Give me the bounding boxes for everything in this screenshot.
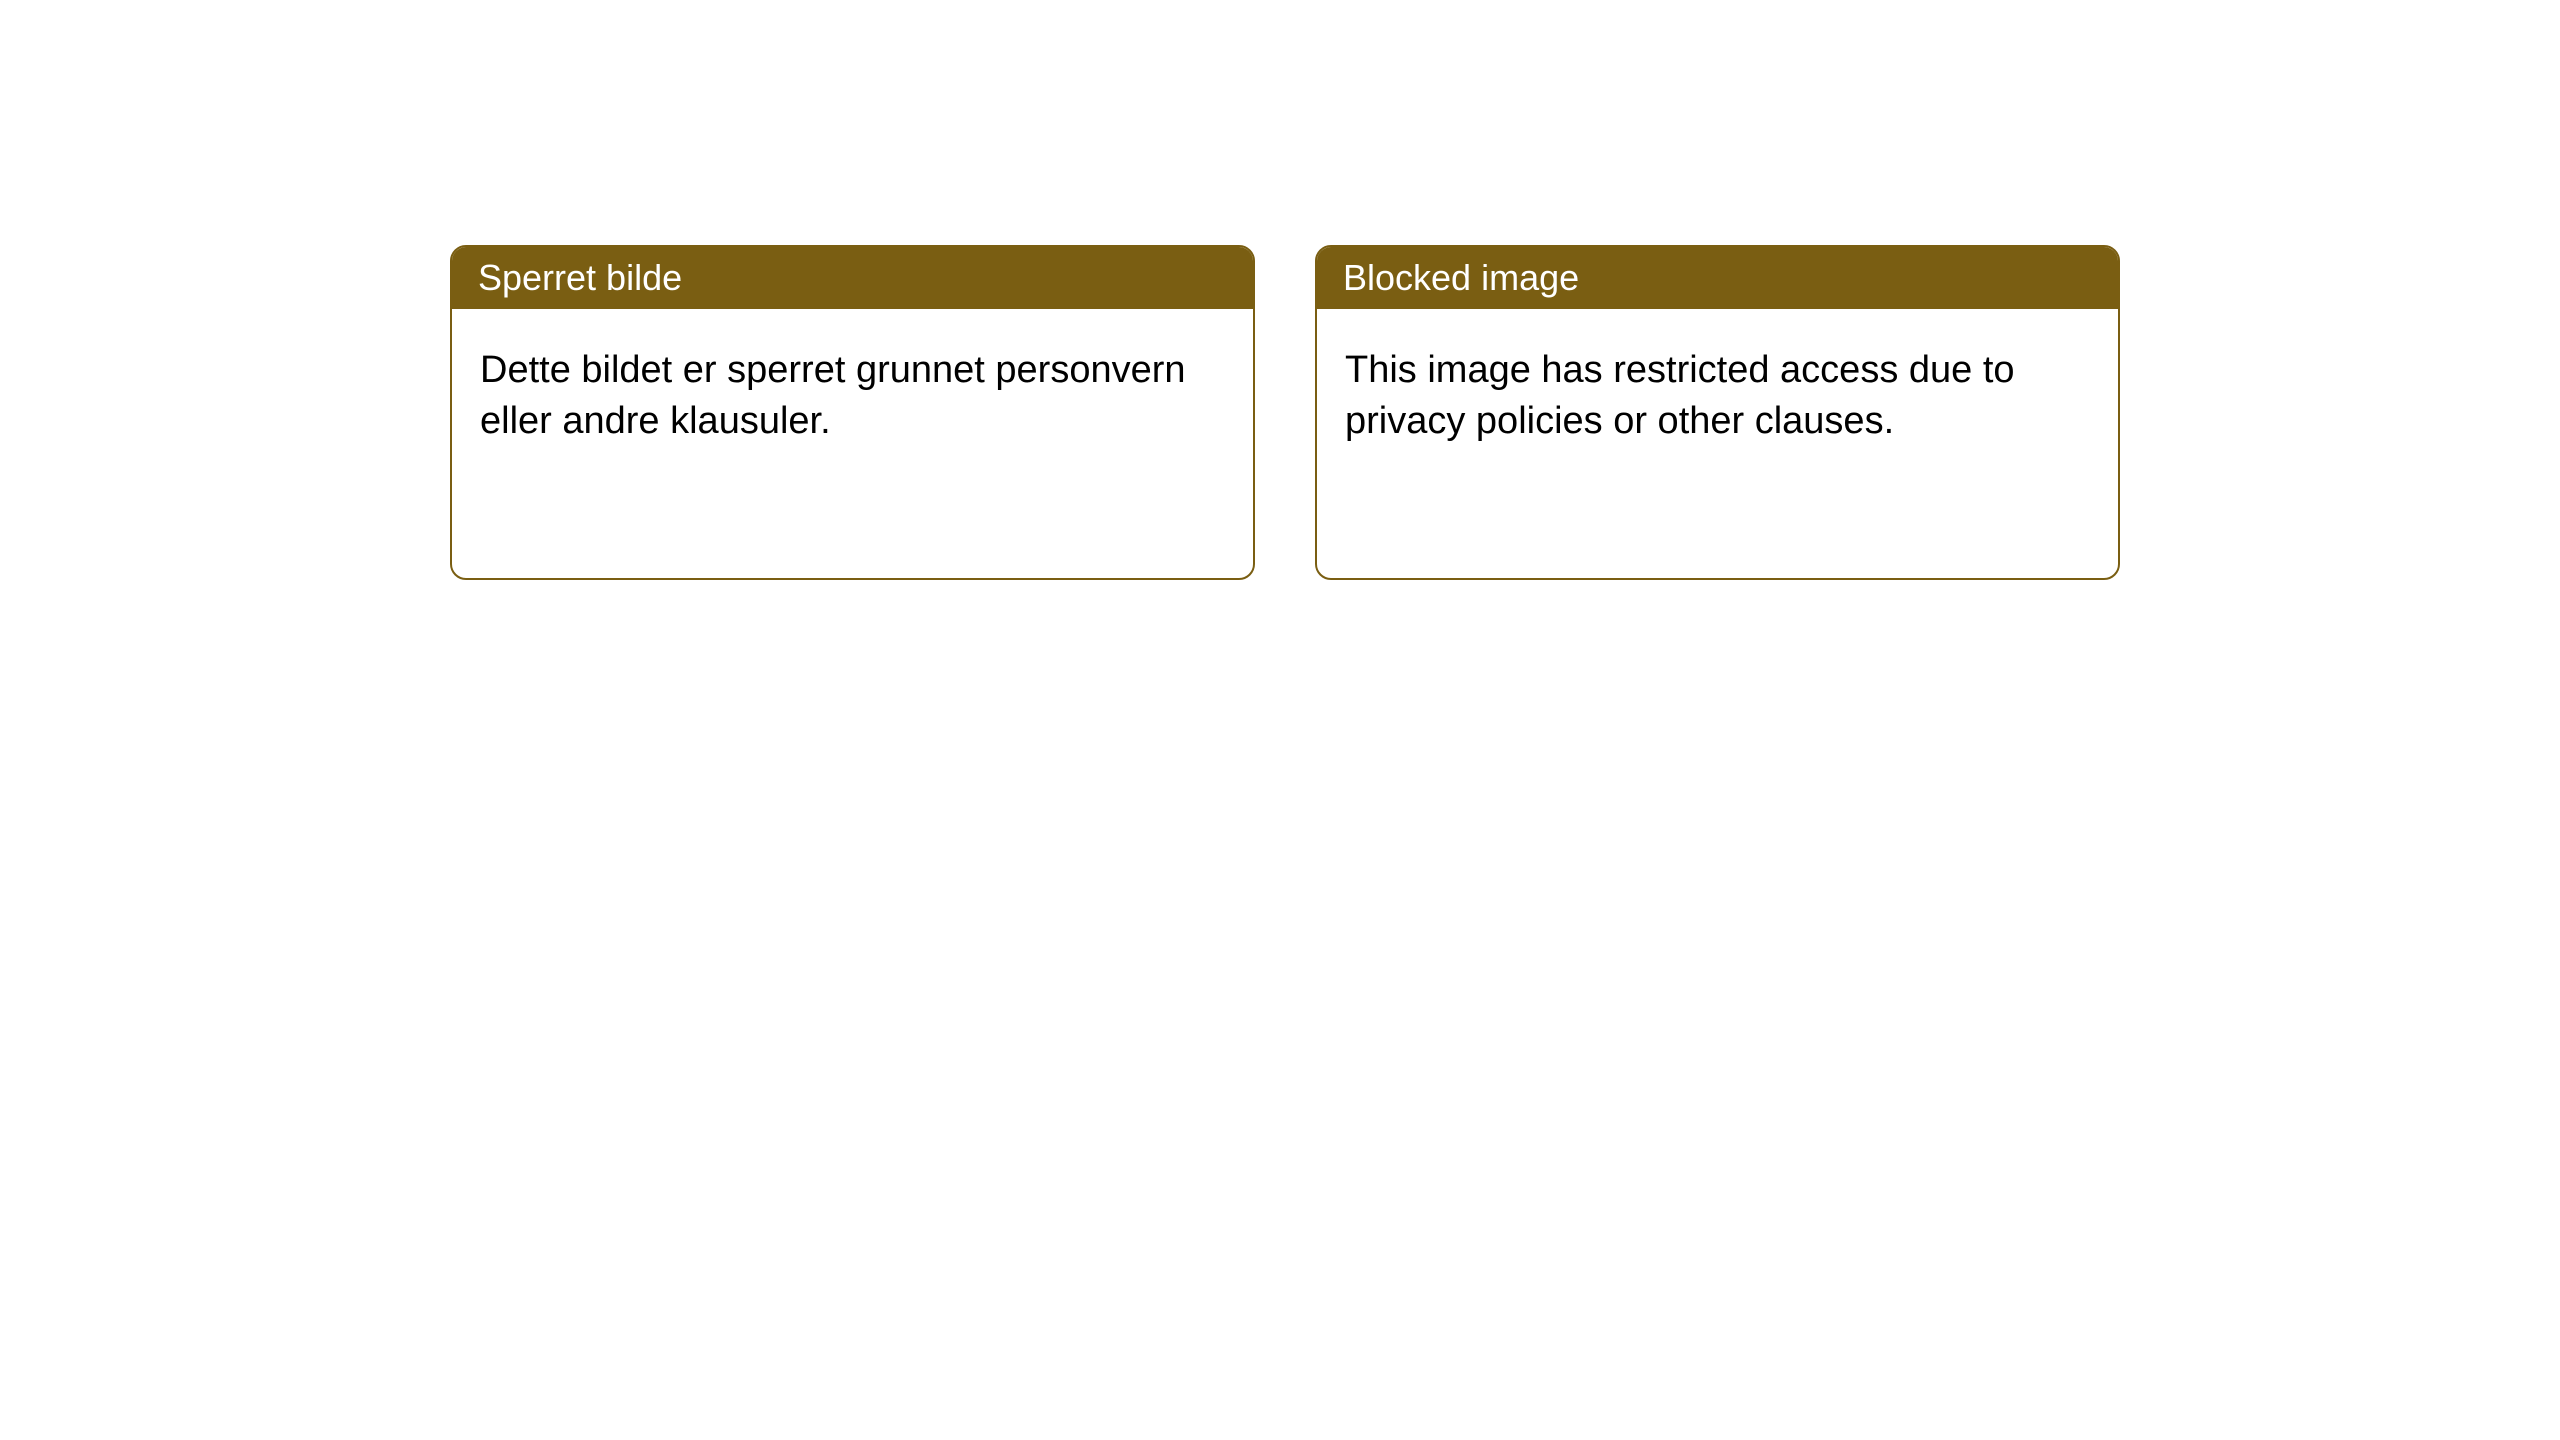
notice-container: Sperret bilde Dette bildet er sperret gr…	[0, 0, 2560, 580]
notice-card-norwegian: Sperret bilde Dette bildet er sperret gr…	[450, 245, 1255, 580]
notice-card-english: Blocked image This image has restricted …	[1315, 245, 2120, 580]
notice-title: Sperret bilde	[478, 257, 682, 298]
notice-body: This image has restricted access due to …	[1317, 309, 2118, 484]
notice-header: Blocked image	[1317, 247, 2118, 309]
notice-title: Blocked image	[1343, 257, 1579, 298]
notice-text: This image has restricted access due to …	[1345, 349, 2015, 442]
notice-body: Dette bildet er sperret grunnet personve…	[452, 309, 1253, 484]
notice-text: Dette bildet er sperret grunnet personve…	[480, 349, 1186, 442]
notice-header: Sperret bilde	[452, 247, 1253, 309]
